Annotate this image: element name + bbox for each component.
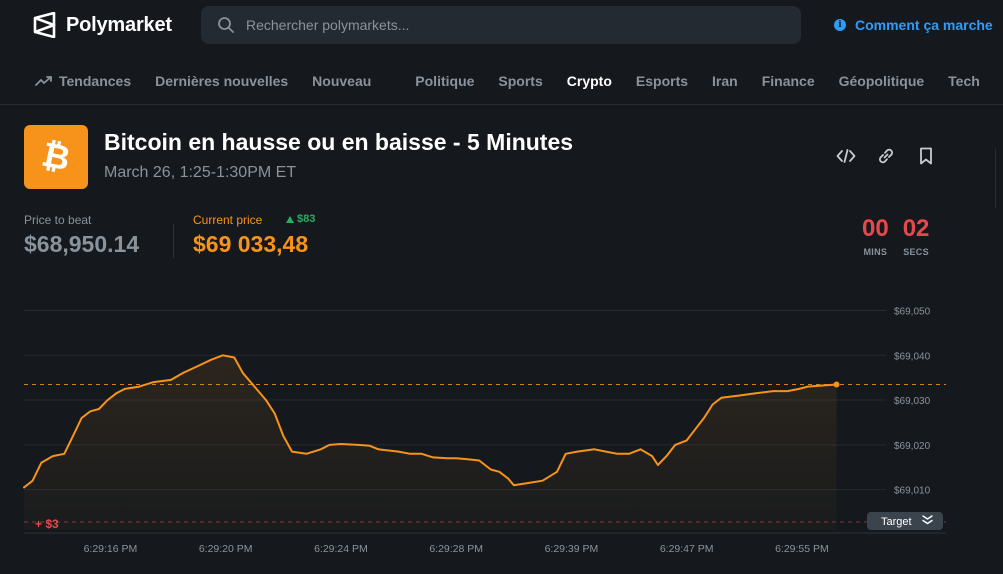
category-tab-iran[interactable]: Iran (712, 73, 738, 89)
price-to-beat-value: $68,950.14 (24, 231, 140, 257)
how-it-works-link[interactable]: i Comment ça marche (834, 17, 993, 33)
market-actions (836, 146, 936, 166)
countdown-seconds: 02 SECS (903, 215, 930, 257)
current-price-delta-value: $83 (297, 213, 316, 225)
category-tab-esports[interactable]: Esports (636, 73, 688, 89)
y-tick-label: $69,040 (894, 351, 931, 362)
price-area (24, 355, 837, 530)
countdown-minutes-value: 00 (862, 215, 889, 242)
category-tab-crypto[interactable]: Crypto (567, 73, 612, 89)
x-tick-label: 6:29:20 PM (199, 543, 253, 555)
category-tab-label: Iran (712, 73, 738, 89)
current-price-point (833, 381, 840, 388)
search-input[interactable] (246, 17, 766, 33)
price-to-beat-label: Price to beat (24, 213, 92, 227)
price-divider (173, 224, 174, 258)
y-tick-label: $69,050 (894, 306, 931, 317)
category-tab-finance[interactable]: Finance (762, 73, 815, 89)
category-tab-dernieres-nouvelles[interactable]: Dernières nouvelles (155, 73, 288, 89)
countdown-seconds-value: 02 (902, 215, 930, 242)
category-tab-label: Nouveau (312, 73, 372, 89)
x-tick-label: 6:29:55 PM (775, 543, 829, 555)
search-bar[interactable] (201, 6, 801, 44)
category-tab-label: Politique (415, 73, 475, 89)
countdown-minutes-label: MINS (863, 247, 888, 257)
countdown-seconds-label: SECS (903, 247, 929, 257)
category-tab-label: Tech (948, 73, 980, 89)
up-arrow-icon (286, 215, 294, 223)
chevrons-down-icon (922, 515, 933, 525)
polymarket-logo-icon (33, 12, 56, 38)
x-tick-label: 6:29:39 PM (545, 543, 599, 555)
brand-name: Polymarket (66, 13, 172, 36)
category-tab-sports[interactable]: Sports (498, 73, 542, 89)
x-tick-label: 6:29:24 PM (314, 543, 368, 555)
y-tick-label: $69,020 (894, 441, 931, 452)
current-price-label: Current price (193, 213, 263, 227)
polymarket-logo[interactable]: Polymarket (33, 12, 172, 38)
category-tab-label: Crypto (566, 73, 612, 89)
category-tab-geopolitique[interactable]: Géopolitique (839, 73, 925, 89)
current-price-delta: $83 (286, 213, 315, 225)
right-panel-edge (995, 148, 1003, 208)
market-subtitle: March 26, 1:25-1:30PM ET (104, 164, 297, 181)
category-tab-label: Finance (761, 73, 815, 89)
trending-icon (35, 76, 52, 86)
embed-icon[interactable] (836, 146, 856, 166)
category-tab-label: Tendances (59, 73, 132, 89)
category-nav: Tendances Dernières nouvelles Nouveau Polit… (0, 62, 1003, 100)
category-tab-tendances[interactable]: Tendances (35, 73, 131, 89)
info-icon: i (834, 19, 846, 31)
x-tick-label: 6:29:16 PM (84, 543, 138, 555)
market-title: Bitcoin en hausse ou en baisse - 5 Minut… (104, 129, 574, 155)
price-chart[interactable]: $69,050$69,040$69,030$69,020$69,010+ $3T… (0, 290, 1003, 574)
bitcoin-icon: ₿ (24, 125, 88, 189)
svg-text:₿: ₿ (38, 137, 73, 177)
category-tab-label: Géopolitique (838, 73, 925, 89)
nav-divider (0, 104, 1003, 105)
search-icon (218, 17, 234, 33)
category-tab-tech[interactable]: Tech (948, 73, 980, 89)
x-tick-label: 6:29:47 PM (660, 543, 714, 555)
price-line (23, 354, 838, 489)
target-badge-label: Target (881, 516, 912, 528)
countdown-minutes: 00 MINS (862, 215, 889, 257)
category-tab-label: Dernières nouvelles (155, 73, 289, 89)
category-tab-label: Sports (498, 73, 543, 89)
how-it-works-label: Comment ça marche (855, 17, 993, 33)
category-tab-label: Esports (635, 73, 689, 89)
top-bar: Polymarket i Comment ça marche (0, 0, 1003, 52)
current-price-value: $69 033,48 (193, 231, 309, 257)
category-tab-politique[interactable]: Politique (415, 73, 474, 89)
x-tick-label: 6:29:28 PM (429, 543, 483, 555)
y-tick-label: $69,030 (894, 396, 931, 407)
countdown-timer: 00 MINS 02 SECS (862, 215, 929, 257)
category-tab-nouveau[interactable]: Nouveau (312, 73, 371, 89)
bitcoin-symbol-icon: ₿ (38, 137, 73, 177)
bookmark-icon[interactable] (916, 146, 936, 166)
link-icon[interactable] (876, 146, 896, 166)
y-tick-label: $69,010 (894, 486, 931, 497)
